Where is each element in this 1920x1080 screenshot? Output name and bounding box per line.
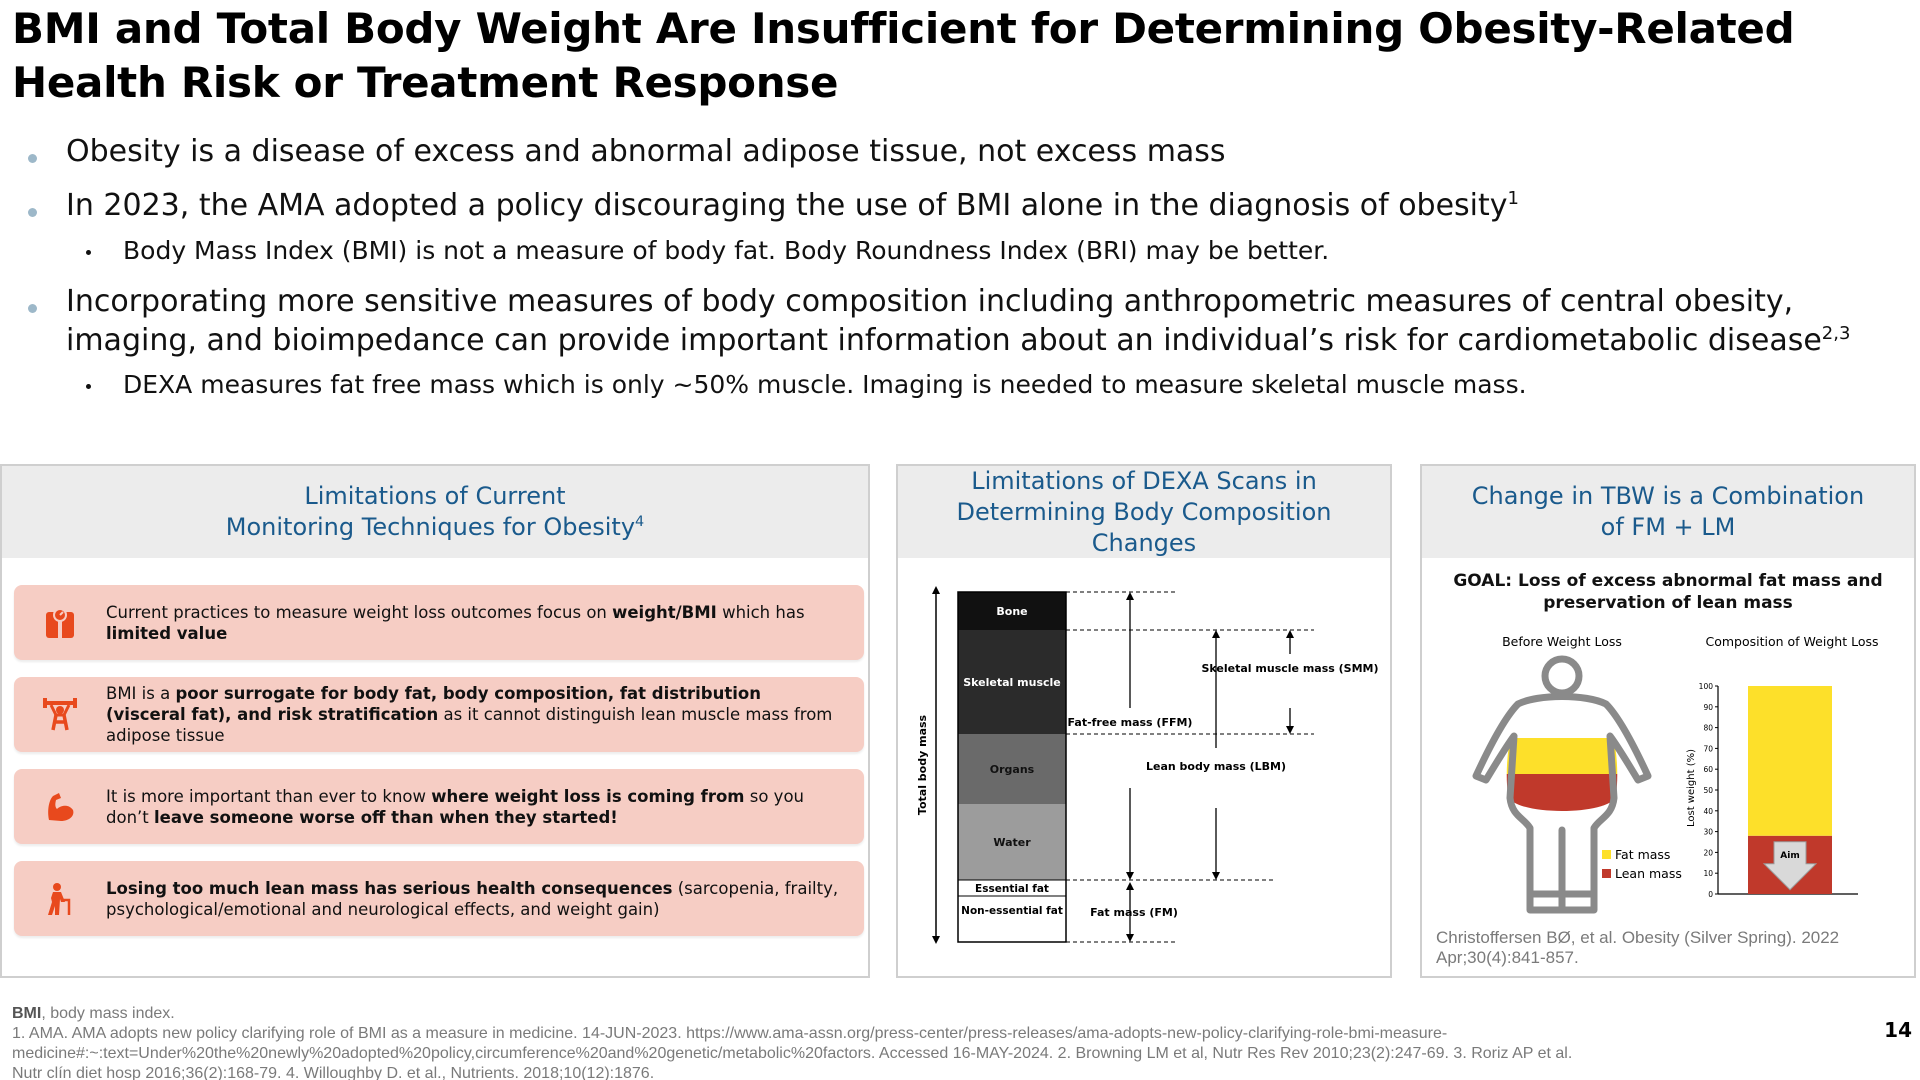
bar-segment-fat-mass	[1748, 686, 1832, 836]
limitation-item: It is more important than ever to know w…	[14, 769, 864, 844]
composition-label: Composition of Weight Loss	[1706, 634, 1879, 649]
sub-bullet-3: DEXA measures fat free mass which is onl…	[26, 368, 1906, 402]
sub-bullet-2: Body Mass Index (BMI) is not a measure o…	[26, 234, 1906, 268]
segment-bone: Bone	[996, 605, 1027, 618]
limitation-item: Current practices to measure weight loss…	[14, 585, 864, 660]
limitation-item: BMI is a poor surrogate for body fat, bo…	[14, 677, 864, 752]
dexa-panel-title: Limitations of DEXA Scans in Determining…	[898, 466, 1390, 558]
y-tick-label: 0	[1708, 890, 1713, 899]
legend-swatch-lean	[1602, 869, 1611, 878]
tbw-panel: Change in TBW is a Combination of FM + L…	[1420, 464, 1916, 978]
y-tick-label: 100	[1699, 682, 1714, 691]
y-tick-label: 20	[1703, 848, 1713, 857]
y-axis-title: Lost weight (%)	[1686, 749, 1697, 827]
segment-essential-fat: Essential fat	[975, 883, 1049, 895]
legend-lean: Lean mass	[1615, 866, 1682, 881]
dexa-panel: Limitations of DEXA Scans in Determining…	[896, 464, 1392, 978]
weightlifter-icon	[42, 697, 78, 733]
page-number: 14	[1884, 1018, 1912, 1042]
muscle-arm-icon	[42, 789, 78, 825]
y-tick-label: 30	[1703, 828, 1713, 837]
aim-label: Aim	[1780, 851, 1799, 861]
weight-loss-bar-chart: 0 10 20 30 40 50 60 70 80 90 100 Aim	[1699, 682, 1858, 899]
y-tick-label: 80	[1703, 724, 1713, 733]
legend-fat: Fat mass	[1615, 847, 1670, 862]
goal-text: GOAL: Loss of excess abnormal fat mass a…	[1453, 571, 1883, 613]
bullet-list: Obesity is a disease of excess and abnor…	[26, 132, 1906, 416]
footer-references: BMI, body mass index. 1. AMA. AMA adopts…	[12, 1005, 1573, 1080]
ffm-label: Fat-free mass (FFM)	[1068, 716, 1193, 729]
limitations-panel: Limitations of Current Monitoring Techniq…	[0, 464, 870, 978]
fm-label: Fat mass (FM)	[1090, 906, 1178, 919]
bullet-3: Incorporating more sensitive measures of…	[26, 282, 1906, 360]
aim-arrow-icon	[1762, 841, 1818, 891]
lbm-label: Lean body mass (LBM)	[1146, 760, 1286, 773]
smm-label: Skeletal muscle mass (SMM)	[1201, 662, 1378, 675]
body-figure	[1472, 655, 1652, 914]
y-tick-label: 90	[1703, 703, 1713, 712]
legend-swatch-fat	[1602, 850, 1611, 859]
weight-loss-figure: GOAL: Loss of excess abnormal fat mass a…	[1453, 571, 1883, 914]
limitation-item: Losing too much lean mass has serious he…	[14, 861, 864, 936]
scale-icon	[42, 605, 78, 641]
bullet-2: In 2023, the AMA adopted a policy discou…	[26, 186, 1906, 226]
body-composition-diagram: Total body mass Bone Skeletal muscle Org…	[916, 586, 1379, 944]
segment-skeletal-muscle: Skeletal muscle	[963, 676, 1061, 689]
y-tick-label: 70	[1703, 744, 1713, 753]
y-tick-label: 50	[1703, 786, 1713, 795]
segment-nonessential-fat: Non-essential fat	[961, 905, 1063, 917]
elderly-cane-icon	[42, 881, 78, 917]
citation: Christoffersen BØ, et al. Obesity (Silve…	[1436, 928, 1840, 967]
slide-title: BMI and Total Body Weight Are Insufficie…	[12, 4, 1795, 107]
limitations-panel-title: Limitations of Current Monitoring Techniq…	[2, 466, 868, 558]
y-tick-label: 10	[1703, 869, 1713, 878]
tbw-panel-title: Change in TBW is a Combination of FM + L…	[1422, 466, 1914, 558]
segment-organs: Organs	[990, 763, 1035, 776]
segment-water: Water	[993, 836, 1031, 849]
before-label: Before Weight Loss	[1502, 634, 1622, 649]
y-tick-label: 40	[1703, 807, 1713, 816]
y-axis-label: Total body mass	[916, 714, 929, 815]
y-tick-label: 60	[1703, 765, 1713, 774]
bullet-1: Obesity is a disease of excess and abnor…	[26, 132, 1906, 172]
